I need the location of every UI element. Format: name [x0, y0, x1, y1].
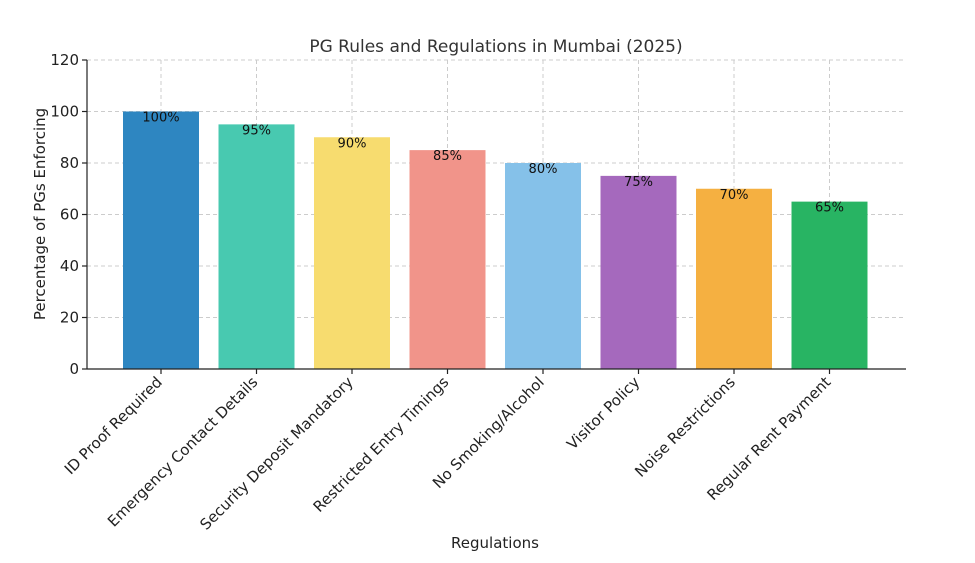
bar: [409, 150, 486, 369]
data-label: 80%: [529, 162, 558, 177]
y-tick-label: 0: [69, 360, 79, 378]
y-tick-labels: 0 20 40 60 80 100 120: [50, 51, 79, 378]
data-label: 100%: [142, 111, 179, 126]
y-tick-label: 100: [50, 103, 79, 121]
data-label: 85%: [433, 149, 462, 164]
y-axis-label: Percentage of PGs Enforcing: [31, 108, 49, 320]
bar: [696, 188, 772, 369]
x-tick-label: Noise Restrictions: [631, 373, 739, 481]
bar: [314, 137, 390, 369]
y-tick-label: 120: [50, 51, 79, 69]
x-axis-label: Regulations: [451, 534, 539, 552]
x-tick-label: Visitor Policy: [563, 373, 643, 453]
y-tick-label: 60: [60, 206, 79, 224]
x-tick-label: Emergency Contact Details: [104, 373, 261, 530]
data-label: 75%: [624, 175, 653, 190]
data-label: 95%: [242, 123, 271, 138]
y-tick-label: 20: [60, 309, 79, 327]
data-labels: 100% 95% 90% 85% 80% 75% 70% 65%: [142, 111, 844, 216]
axes: [82, 59, 906, 374]
bar: [218, 124, 295, 369]
bar: [600, 175, 677, 369]
bar: [791, 201, 868, 369]
bars: [123, 111, 868, 369]
y-tick-label: 80: [60, 154, 79, 172]
grid-lines: [87, 59, 906, 370]
chart-title: PG Rules and Regulations in Mumbai (2025…: [309, 37, 682, 57]
x-tick-label: ID Proof Required: [61, 373, 166, 478]
data-label: 70%: [720, 188, 749, 203]
bar: [123, 111, 199, 369]
data-label: 65%: [815, 201, 844, 216]
x-tick-label: Security Deposit Mandatory: [196, 373, 357, 534]
data-label: 90%: [338, 136, 367, 151]
bar: [505, 163, 581, 369]
y-tick-label: 40: [60, 257, 79, 275]
